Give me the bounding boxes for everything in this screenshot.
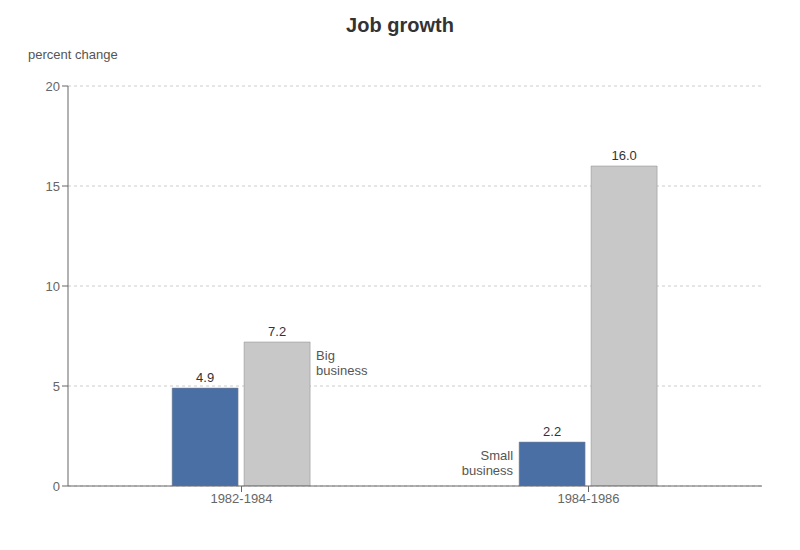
svg-text:Smallbusiness: Smallbusiness bbox=[462, 448, 514, 478]
svg-text:5: 5 bbox=[53, 379, 60, 394]
svg-text:20: 20 bbox=[46, 79, 60, 94]
html-text:Job growth: Job growth bbox=[346, 14, 454, 36]
svg-text:1984-1986: 1984-1986 bbox=[557, 491, 619, 506]
svg-text:2.2: 2.2 bbox=[543, 424, 561, 439]
svg-text:1982-1984: 1982-1984 bbox=[210, 491, 272, 506]
html-text:percent change: percent change bbox=[28, 47, 118, 62]
svg-text:Bigbusiness: Bigbusiness bbox=[316, 348, 368, 378]
svg-text:7.2: 7.2 bbox=[268, 324, 286, 339]
svg-text:10: 10 bbox=[46, 279, 60, 294]
svg-text:0: 0 bbox=[53, 479, 60, 494]
svg-text:16.0: 16.0 bbox=[611, 148, 636, 163]
svg-text:4.9: 4.9 bbox=[196, 370, 214, 385]
svg-text:15: 15 bbox=[46, 179, 60, 194]
